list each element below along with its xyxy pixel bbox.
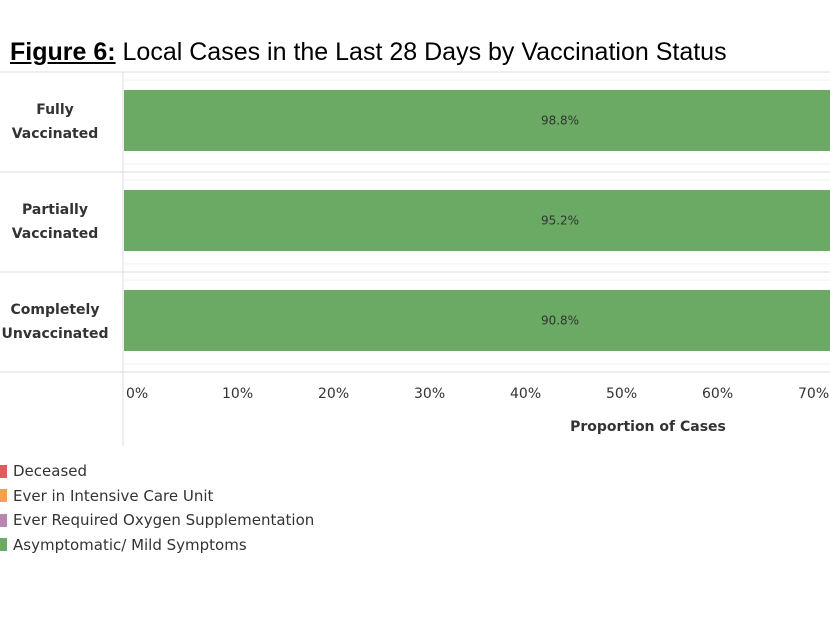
- value-label: 98.8%: [541, 114, 579, 128]
- legend-label: Asymptomatic/ Mild Symptoms: [13, 535, 247, 554]
- legend-item: Deceased: [0, 459, 314, 484]
- legend-item: Asymptomatic/ Mild Symptoms: [0, 533, 314, 558]
- category-label: Fully Vaccinated: [12, 102, 99, 142]
- bar-chart: Fully Vaccinated 98.8% Partially Vaccinated 9…: [0, 71, 830, 446]
- x-tick-label: 70%: [798, 386, 829, 402]
- category-label-line: Vaccinated: [12, 126, 99, 142]
- legend-label: Ever in Intensive Care Unit: [13, 486, 214, 505]
- legend: Deceased Ever in Intensive Care Unit Ever …: [0, 459, 314, 557]
- legend-swatch: [0, 489, 7, 503]
- category-label-line: Unvaccinated: [2, 326, 109, 342]
- bar-partially-vaccinated: [124, 190, 830, 251]
- legend-swatch: [0, 513, 7, 527]
- category-label-line: Fully: [36, 102, 74, 118]
- x-tick-label: 20%: [318, 386, 349, 402]
- x-tick-label: 0%: [126, 386, 148, 402]
- category-label: Partially Vaccinated: [12, 202, 99, 242]
- x-tick-label: 40%: [510, 386, 541, 402]
- legend-swatch: [0, 538, 7, 552]
- bar-completely-unvaccinated: [124, 290, 830, 351]
- x-tick-label: 50%: [606, 386, 637, 402]
- category-label-line: Vaccinated: [12, 226, 99, 242]
- legend-item: Ever Required Oxygen Supplementation: [0, 508, 314, 533]
- x-tick-label: 10%: [222, 386, 253, 402]
- legend-item: Ever in Intensive Care Unit: [0, 484, 314, 509]
- legend-label: Ever Required Oxygen Supplementation: [13, 511, 315, 530]
- legend-label: Deceased: [13, 462, 88, 481]
- x-axis-title: Proportion of Cases: [570, 419, 726, 435]
- value-label: 95.2%: [541, 214, 579, 228]
- bar-fully-vaccinated: [124, 90, 830, 151]
- category-label-line: Partially: [22, 202, 88, 218]
- title-text: Local Cases in the Last 28 Days by Vacci…: [122, 38, 727, 66]
- x-tick-label: 60%: [702, 386, 733, 402]
- x-tick-label: 30%: [414, 386, 445, 402]
- chart-title: Figure 6: Local Cases in the Last 28 Day…: [10, 38, 727, 67]
- figure-number: Figure 6:: [10, 38, 116, 66]
- value-label: 90.8%: [541, 314, 579, 328]
- category-label-line: Completely: [11, 302, 100, 318]
- legend-swatch: [0, 464, 7, 478]
- category-label: Completely Unvaccinated: [2, 302, 109, 342]
